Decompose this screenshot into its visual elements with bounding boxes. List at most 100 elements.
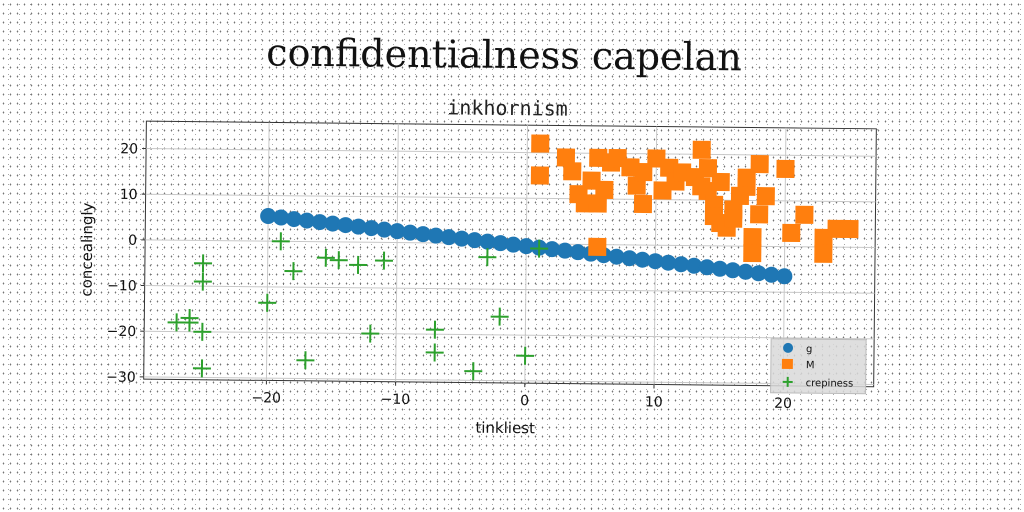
data-point-m bbox=[530, 166, 550, 185]
y-tick-label: 0 bbox=[128, 233, 137, 249]
data-point-g bbox=[724, 262, 741, 279]
data-point-crepiness bbox=[516, 346, 535, 365]
data-point-m bbox=[750, 205, 769, 224]
data-point-m bbox=[743, 228, 762, 247]
data-point-g bbox=[466, 232, 483, 249]
data-point-g bbox=[492, 235, 509, 252]
data-point-m bbox=[737, 168, 756, 187]
data-point-g bbox=[376, 221, 393, 238]
data-point-m bbox=[724, 209, 743, 228]
data-point-g bbox=[415, 226, 432, 243]
data-point-g bbox=[608, 248, 625, 265]
data-point-crepiness bbox=[180, 308, 199, 327]
legend-label-m: M bbox=[806, 360, 815, 371]
data-point-g bbox=[285, 211, 302, 228]
y-axis-label: concealingly bbox=[78, 202, 97, 296]
data-point-g bbox=[556, 242, 573, 259]
data-point-crepiness bbox=[425, 343, 444, 362]
data-point-g bbox=[337, 217, 354, 234]
data-point-g bbox=[363, 220, 380, 237]
legend-marker-crepiness bbox=[782, 376, 793, 387]
data-point-crepiness bbox=[425, 320, 444, 339]
data-point-g bbox=[427, 227, 444, 244]
data-point-m bbox=[756, 187, 775, 206]
data-point-g bbox=[311, 214, 328, 231]
data-point-g bbox=[479, 233, 496, 250]
data-point-m bbox=[556, 148, 576, 167]
legend-box bbox=[770, 338, 867, 395]
data-point-g bbox=[750, 265, 767, 282]
legend-marker-m bbox=[781, 358, 793, 369]
data-point-crepiness bbox=[361, 324, 380, 343]
x-tick-label: −20 bbox=[251, 390, 281, 406]
series-m bbox=[530, 134, 859, 263]
data-point-g bbox=[453, 230, 470, 247]
data-point-m bbox=[840, 219, 859, 239]
data-point-m bbox=[634, 162, 653, 182]
data-point-g bbox=[389, 223, 406, 240]
x-tick-label: 20 bbox=[774, 396, 792, 412]
y-gridline bbox=[144, 330, 875, 340]
data-point-g bbox=[260, 208, 277, 225]
y-tick-label: −10 bbox=[107, 278, 137, 294]
data-point-g bbox=[737, 263, 754, 280]
data-point-m bbox=[750, 155, 769, 174]
data-point-g bbox=[569, 244, 586, 261]
data-point-m bbox=[743, 243, 762, 263]
data-point-g bbox=[621, 250, 638, 267]
y-tick-label: −30 bbox=[106, 369, 136, 385]
data-point-crepiness bbox=[258, 293, 277, 312]
data-point-g bbox=[298, 212, 315, 229]
data-point-m bbox=[776, 159, 795, 179]
data-point-g bbox=[402, 224, 419, 241]
data-point-g bbox=[634, 251, 651, 268]
tick-layer: −20 −10 0 10 20 20 10 0 −10 −20 −30 bbox=[106, 141, 792, 412]
data-point-crepiness bbox=[193, 322, 212, 341]
data-point-g bbox=[776, 268, 793, 285]
data-point-crepiness bbox=[192, 359, 211, 378]
data-point-m bbox=[814, 244, 833, 263]
data-point-g bbox=[440, 229, 457, 246]
data-point-m bbox=[795, 205, 814, 224]
plot-frame bbox=[143, 120, 877, 388]
x-axis-label: tinkliest bbox=[475, 419, 535, 438]
x-gridline bbox=[395, 123, 399, 382]
data-point-g bbox=[673, 256, 690, 273]
series-layer bbox=[167, 134, 859, 381]
y-gridline bbox=[144, 285, 875, 294]
legend-label-g: g bbox=[806, 344, 812, 355]
chart-subtitle: inkhornism bbox=[447, 95, 568, 120]
data-point-g bbox=[763, 266, 780, 283]
data-point-crepiness bbox=[349, 255, 368, 274]
data-point-m bbox=[531, 134, 550, 153]
legend: g M crepiness bbox=[770, 338, 867, 395]
data-point-g bbox=[660, 254, 677, 271]
data-point-crepiness bbox=[296, 351, 315, 370]
data-point-g bbox=[324, 215, 341, 232]
y-tick-label: 10 bbox=[120, 187, 138, 203]
x-tick-label: 10 bbox=[645, 394, 663, 410]
data-point-g bbox=[350, 218, 367, 235]
data-point-g bbox=[518, 238, 535, 255]
data-point-crepiness bbox=[271, 232, 290, 251]
data-point-crepiness bbox=[194, 254, 213, 273]
data-point-g bbox=[273, 209, 290, 226]
x-tick-label: 0 bbox=[520, 393, 529, 409]
data-point-m bbox=[627, 176, 646, 195]
data-point-g bbox=[505, 236, 522, 253]
data-point-m bbox=[782, 223, 801, 243]
data-point-g bbox=[711, 260, 728, 277]
data-point-g bbox=[698, 259, 715, 276]
data-point-g bbox=[686, 257, 703, 274]
data-point-crepiness bbox=[478, 248, 497, 267]
data-point-crepiness bbox=[490, 307, 509, 326]
series-crepiness bbox=[167, 232, 549, 381]
data-point-crepiness bbox=[464, 362, 483, 381]
data-point-m bbox=[633, 194, 653, 214]
y-tick-label: 20 bbox=[120, 141, 138, 157]
y-gridline bbox=[143, 376, 874, 386]
x-gridline bbox=[265, 122, 270, 381]
data-point-m bbox=[595, 180, 614, 199]
data-point-crepiness bbox=[329, 251, 348, 270]
